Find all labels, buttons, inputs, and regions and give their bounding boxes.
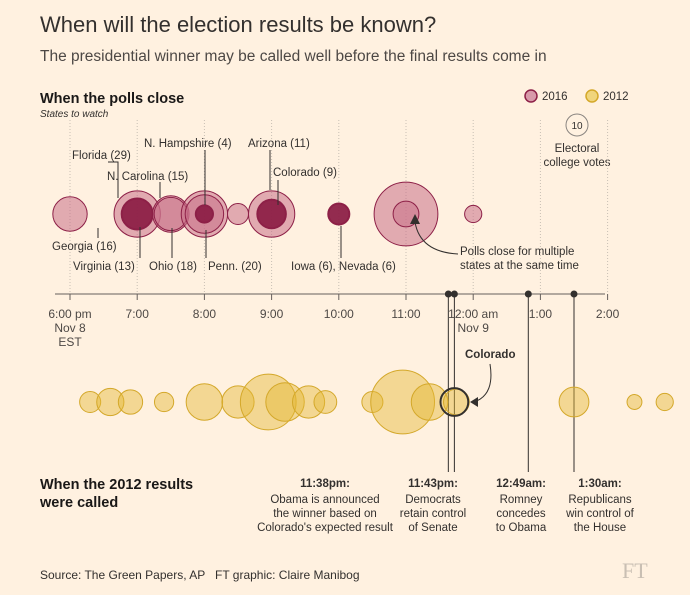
event-130-time: 1:30am: xyxy=(578,478,621,490)
bubble-2012 xyxy=(239,373,297,431)
event-1249-line2: concedes xyxy=(496,508,545,520)
leader-multi xyxy=(414,221,459,255)
state-labels: Florida (29) N. Hampshire (4) Arizona (1… xyxy=(52,138,579,273)
event-130-line2: win control of xyxy=(565,508,635,520)
tick-sublabel: EST xyxy=(58,335,82,349)
label-iowa-nevada: Iowa (6), Nevada (6) xyxy=(291,261,396,273)
tick-label: 9:00 xyxy=(260,307,284,321)
leader-colorado-2012 xyxy=(473,363,492,403)
series-2016 xyxy=(52,181,483,247)
label-multi-2: states at the same time xyxy=(460,260,579,272)
tick-label: 6:00 pm xyxy=(48,307,91,321)
legend-2012-swatch xyxy=(585,89,599,103)
legend: 2016 2012 10 Electoral college votes xyxy=(524,89,629,169)
event-1143-time: 11:43pm: xyxy=(408,478,458,490)
label-multi-1: Polls close for multiple xyxy=(460,246,574,258)
label-virginia: Virginia (13) xyxy=(73,261,135,273)
event-1249-line1: Romney xyxy=(500,494,543,506)
bubble-2016 xyxy=(256,198,287,230)
results-section-title-line2: were called xyxy=(39,495,118,511)
tick-label: 11:00 xyxy=(391,307,420,321)
chart-subtitle: The presidential winner may be called we… xyxy=(40,48,547,65)
series-2012 xyxy=(79,369,674,435)
label-colorado: Colorado (9) xyxy=(273,167,337,179)
legend-size-value: 10 xyxy=(571,121,583,132)
bubble-2016 xyxy=(194,204,214,224)
legend-2016-swatch xyxy=(524,89,538,103)
legend-size-circle xyxy=(565,113,589,137)
event-130-line1: Republicans xyxy=(568,494,632,506)
tick-label: 2:00 xyxy=(596,307,620,321)
results-section-title-line1: When the 2012 results xyxy=(40,477,193,493)
leader-florida xyxy=(108,161,119,198)
bubble-2012 xyxy=(117,389,144,415)
event-marker xyxy=(450,290,458,298)
event-1143-line1: Democrats xyxy=(405,494,461,506)
bubble-2016 xyxy=(120,197,154,231)
bubble-2012 xyxy=(265,382,305,422)
label-arizona: Arizona (11) xyxy=(248,138,310,150)
event-1249-line3: to Obama xyxy=(496,522,547,534)
bubble-2016 xyxy=(464,204,483,224)
legend-size-label-2: college votes xyxy=(543,157,610,169)
event-1138-line3: Colorado's expected result xyxy=(257,522,394,534)
legend-2016-label: 2016 xyxy=(542,91,568,103)
bubble-2016 xyxy=(226,202,250,226)
legend-2012-label: 2012 xyxy=(603,91,629,103)
tick-label: 7:00 xyxy=(126,307,150,321)
label-georgia: Georgia (16) xyxy=(52,241,117,253)
bubble-2016 xyxy=(327,202,351,226)
label-nhampshire: N. Hampshire (4) xyxy=(144,138,232,150)
bubble-2012 xyxy=(655,392,674,412)
bubble-2012-colorado-highlight xyxy=(439,387,470,417)
bubble-2012 xyxy=(313,390,338,414)
bubble-2012 xyxy=(291,385,326,419)
ft-logo: FT xyxy=(622,558,648,583)
tick-label: 1:00 xyxy=(529,307,553,321)
leader-colorado-2012-arrowhead xyxy=(470,397,478,407)
tick-sublabel: Nov 9 xyxy=(458,321,490,335)
label-ohio: Ohio (18) xyxy=(149,261,197,273)
event-130-line3: the House xyxy=(574,522,626,534)
tick-label: 10:00 xyxy=(324,307,354,321)
bubble-2012 xyxy=(626,394,643,410)
bubble-2012 xyxy=(221,385,255,419)
label-florida: Florida (29) xyxy=(72,150,131,162)
tick-label: 12:00 am xyxy=(448,307,498,321)
event-1143-line3: of Senate xyxy=(408,522,457,534)
bubble-2012 xyxy=(410,383,449,421)
event-lines xyxy=(444,290,578,472)
legend-size-label-1: Electoral xyxy=(555,143,600,155)
bubble-2012 xyxy=(185,383,224,421)
label-colorado-2012: Colorado xyxy=(465,349,515,361)
tick-sublabel: Nov 8 xyxy=(54,321,86,335)
bubble-2016 xyxy=(52,196,88,232)
event-1138-line2: the winner based on xyxy=(273,508,377,520)
source-credit: Source: The Green Papers, AP FT graphic:… xyxy=(40,568,360,582)
chart-title: When will the election results be known? xyxy=(40,12,436,37)
label-penn: Penn. (20) xyxy=(208,261,262,273)
tick-label: 8:00 xyxy=(193,307,217,321)
event-marker xyxy=(444,290,452,298)
polls-section-title: When the polls close xyxy=(40,91,184,107)
bubble-2012 xyxy=(558,386,590,418)
leader-multi-arrowhead xyxy=(410,214,420,224)
polls-section-subtitle: States to watch xyxy=(40,109,109,120)
bubble-2012 xyxy=(370,369,436,435)
event-1249-time: 12:49am: xyxy=(496,478,546,490)
event-marker xyxy=(524,290,532,298)
event-marker xyxy=(570,290,578,298)
bubble-2012 xyxy=(96,387,125,417)
event-annotations: 11:38pm: Obama is announced the winner b… xyxy=(257,478,635,534)
state-leaders xyxy=(97,150,459,258)
bubble-2012 xyxy=(79,390,102,414)
event-1143-line2: retain control xyxy=(400,508,466,520)
label-ncarolina: N. Carolina (15) xyxy=(107,171,188,183)
event-1138-line1: Obama is announced xyxy=(270,494,379,506)
bubble-2012 xyxy=(153,391,175,413)
event-1138-time: 11:38pm: xyxy=(300,478,350,490)
